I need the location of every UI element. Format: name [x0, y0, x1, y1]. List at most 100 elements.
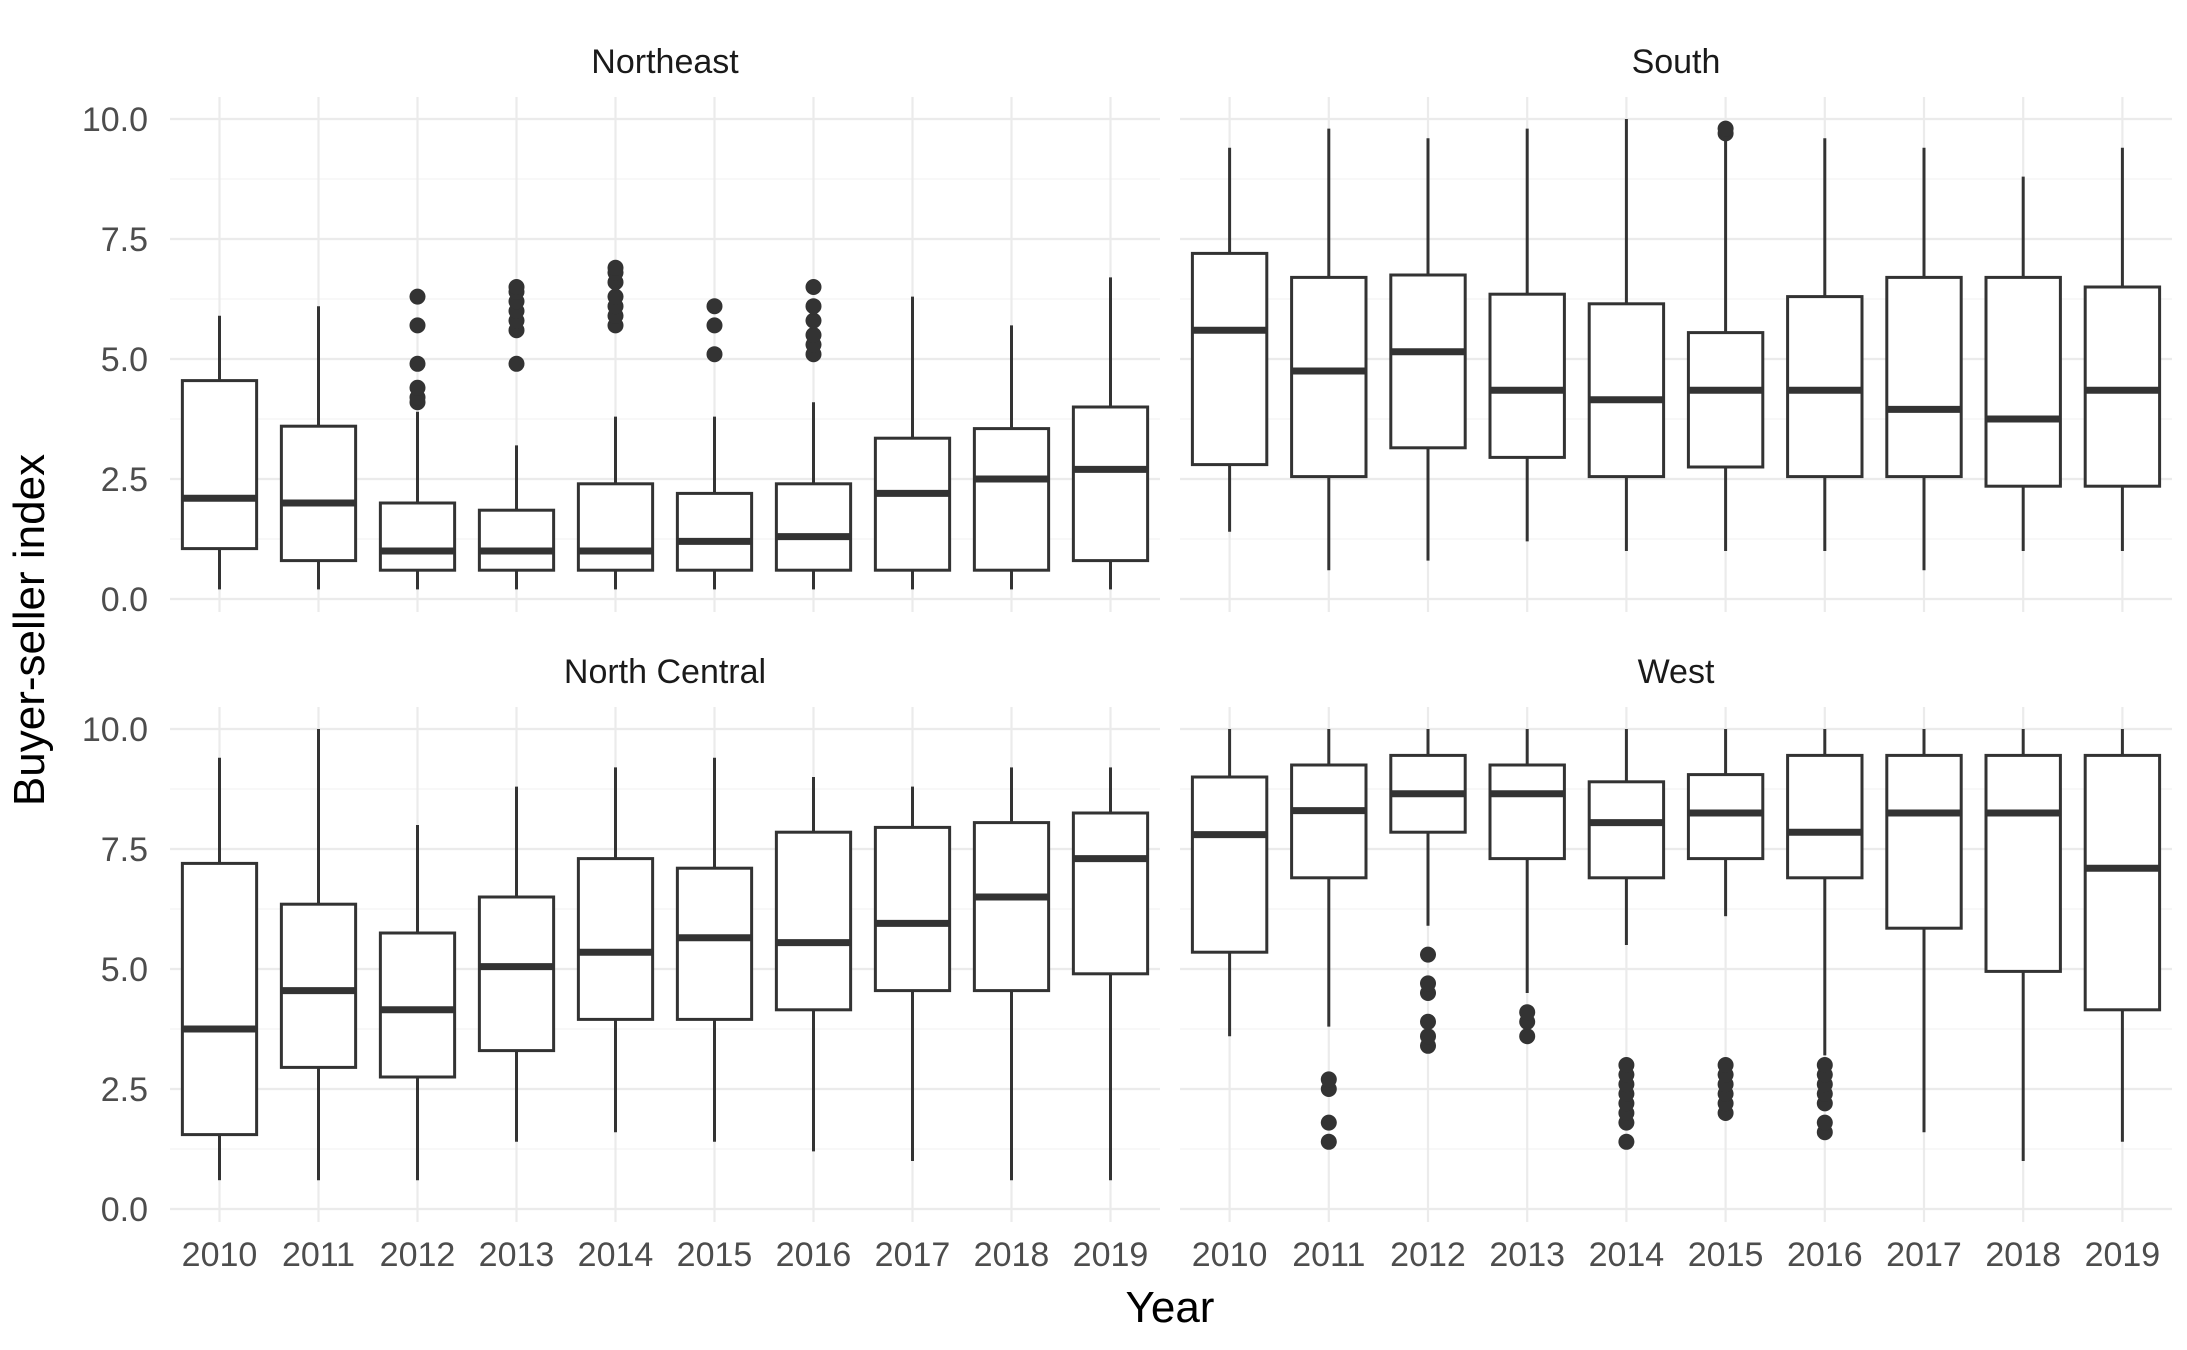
iqr-box [675, 491, 754, 572]
iqr-box [774, 830, 853, 1012]
panel-title: Northeast [591, 43, 739, 81]
iqr-box [873, 825, 952, 993]
y-tick-label: 2.5 [101, 461, 148, 499]
outlier-point [1717, 1057, 1734, 1073]
y-tick-label: 0.0 [101, 1191, 148, 1229]
box-2012 [1389, 729, 1467, 1054]
box-2018 [1984, 729, 2062, 1161]
iqr-box [378, 931, 457, 1079]
box-2010 [1190, 729, 1269, 1037]
iqr-box [1190, 251, 1269, 467]
outlier-point [1420, 975, 1436, 992]
iqr-box [1984, 753, 2062, 973]
iqr-box [1984, 275, 2062, 488]
x-tick-label: 2010 [182, 1236, 258, 1274]
iqr-box [2083, 753, 2162, 1012]
box-2017 [873, 786, 952, 1161]
x-tick-label: 2018 [1985, 1236, 2061, 1274]
iqr-box [1071, 405, 1150, 563]
outlier-point [409, 317, 426, 334]
box-2012 [1389, 138, 1467, 561]
box-2019 [1071, 277, 1150, 590]
iqr-box [1488, 763, 1566, 861]
box-2011 [279, 306, 358, 590]
iqr-box [477, 508, 556, 572]
outlier-point [1420, 1028, 1436, 1045]
iqr-box [1071, 811, 1150, 976]
panel-west: West 2010 2011 2012 2013 2014 2015 2016 2017 2018… [1180, 653, 2172, 1274]
x-tick-label: 2012 [1390, 1236, 1466, 1274]
iqr-box [1587, 780, 1666, 880]
outlier-point [409, 288, 426, 305]
iqr-box [972, 427, 1051, 572]
box-2018 [972, 767, 1051, 1181]
x-tick-label: 2010 [1192, 1236, 1268, 1274]
outlier-point [1320, 1071, 1337, 1088]
outlier-point [409, 355, 426, 372]
panel-title: South [1632, 43, 1721, 81]
iqr-box [972, 821, 1051, 993]
iqr-box [576, 857, 655, 1021]
iqr-box [477, 895, 556, 1053]
x-tick-label: 2018 [974, 1236, 1050, 1274]
iqr-box [1686, 331, 1765, 469]
iqr-box [1190, 775, 1269, 954]
box-2016 [774, 279, 853, 590]
y-tick-label: 10.0 [82, 711, 148, 749]
box-2015 [1686, 729, 1765, 1121]
iqr-box [774, 482, 853, 572]
x-tick-label: 2019 [1073, 1236, 1149, 1274]
panel-title: North Central [564, 653, 766, 691]
box-2013 [1488, 128, 1566, 542]
iqr-box [180, 379, 259, 551]
x-tick-label: 2019 [2085, 1236, 2161, 1274]
box-2015 [1686, 120, 1765, 551]
box-2014 [1587, 729, 1666, 1150]
outlier-point [1618, 1057, 1635, 1073]
x-tick-label: 2011 [282, 1236, 355, 1274]
panel-northeast: Northeast 0.0 2.5 5.0 7.5 10.0 [82, 43, 1160, 619]
box-2016 [774, 777, 853, 1152]
outlier-point [706, 317, 723, 334]
x-tick-label: 2014 [1589, 1236, 1665, 1274]
iqr-box [1786, 295, 1864, 479]
y-tick-label: 5.0 [101, 951, 148, 989]
box-2013 [1488, 729, 1566, 1045]
x-tick-label: 2014 [578, 1236, 654, 1274]
box-2019 [2083, 729, 2162, 1142]
panel-title: West [1638, 653, 1715, 691]
box-2011 [1290, 729, 1368, 1150]
x-tick-label: 2015 [1688, 1236, 1764, 1274]
outlier-point [706, 346, 723, 363]
x-tick-label: 2012 [380, 1236, 456, 1274]
box-2018 [1984, 176, 2062, 551]
outlier-point [1320, 1133, 1337, 1150]
box-2015 [675, 757, 754, 1142]
box-2017 [873, 296, 952, 590]
x-axis-title: Year [1126, 1283, 1215, 1332]
iqr-box [1885, 753, 1963, 930]
y-tick-label: 0.0 [101, 581, 148, 619]
iqr-box [279, 424, 358, 563]
outlier-point [805, 312, 822, 329]
box-2016 [1786, 138, 1864, 551]
outlier-point [1420, 1013, 1436, 1030]
iqr-box [378, 501, 457, 572]
box-2019 [2083, 147, 2162, 551]
box-2013 [477, 279, 556, 590]
iqr-box [1587, 302, 1666, 479]
y-tick-label: 2.5 [101, 1071, 148, 1109]
box-2017 [1885, 729, 1963, 1133]
y-tick-label: 10.0 [82, 101, 148, 139]
y-axis-title: Buyer-seller index [5, 454, 54, 806]
box-2011 [1290, 128, 1368, 571]
box-2012 [378, 288, 457, 590]
box-2010 [180, 315, 259, 590]
box-2012 [378, 825, 457, 1181]
iqr-box [675, 866, 754, 1021]
x-tick-label: 2015 [677, 1236, 753, 1274]
iqr-box [279, 902, 358, 1069]
iqr-box [1290, 763, 1368, 880]
y-tick-label: 7.5 [101, 221, 148, 259]
iqr-box [1290, 275, 1368, 479]
